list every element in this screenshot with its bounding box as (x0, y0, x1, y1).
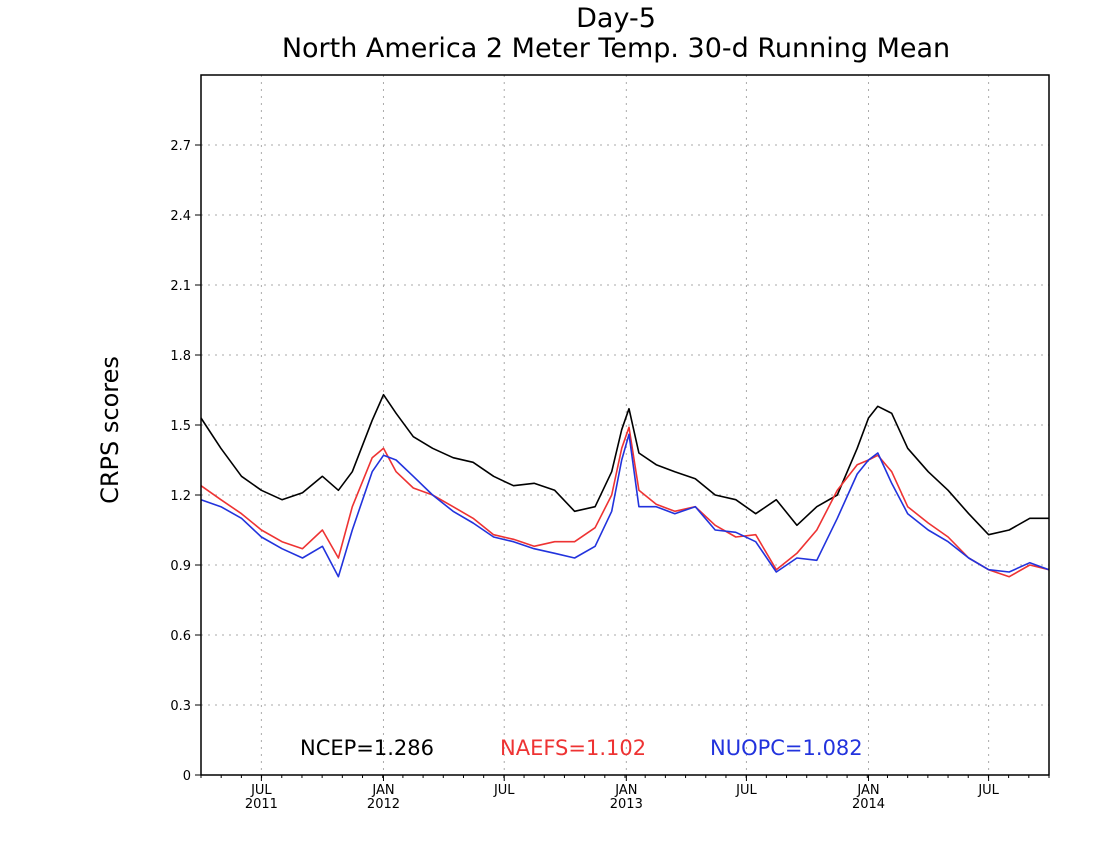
series-lines (200, 393, 1050, 578)
y-tick-label: 1.5 (170, 419, 191, 434)
grid-lines (201, 75, 1049, 775)
legend-entry-ncep: NCEP=1.286 (300, 736, 434, 760)
legend: NCEP=1.286 NAEFS=1.102 NUOPC=1.082 (300, 736, 863, 760)
series-line-nuopc (200, 433, 1050, 578)
y-tick-label: 0 (183, 769, 191, 784)
y-tick-label: 0.9 (170, 559, 191, 574)
plot-frame (200, 74, 1050, 776)
chart-subtitle: North America 2 Meter Temp. 30-d Running… (281, 33, 951, 64)
y-axis-ticks: 0 0.3 0.6 0.9 1.2 1.5 1.8 2.1 2.4 2.7 (170, 139, 201, 784)
x-tick-year: 2012 (367, 797, 400, 812)
legend-entry-naefs: NAEFS=1.102 (500, 736, 646, 760)
y-tick-label: 2.1 (170, 279, 191, 294)
y-tick-label: 2.7 (170, 139, 191, 154)
y-tick-label: 0.6 (170, 629, 191, 644)
x-tick-month: JUL (250, 783, 272, 798)
x-tick-month: JUL (735, 783, 757, 798)
x-tick-month: JAN (371, 783, 394, 798)
chart-title: Day-5 (576, 3, 656, 34)
x-tick-month: JUL (493, 783, 515, 798)
x-tick-year: 2011 (245, 797, 278, 812)
series-line-naefs (200, 426, 1050, 578)
y-tick-label: 1.2 (170, 489, 191, 504)
y-tick-label: 2.4 (170, 209, 191, 224)
x-tick-year: 2013 (610, 797, 643, 812)
series-line-ncep (200, 393, 1049, 536)
legend-entry-nuopc: NUOPC=1.082 (710, 736, 863, 760)
x-tick-month: JAN (614, 783, 637, 798)
y-tick-label: 0.3 (170, 699, 191, 714)
y-tick-label: 1.8 (170, 349, 191, 364)
x-tick-year: 2014 (852, 797, 885, 812)
x-tick-month: JAN (856, 783, 879, 798)
x-tick-month: JUL (977, 783, 999, 798)
